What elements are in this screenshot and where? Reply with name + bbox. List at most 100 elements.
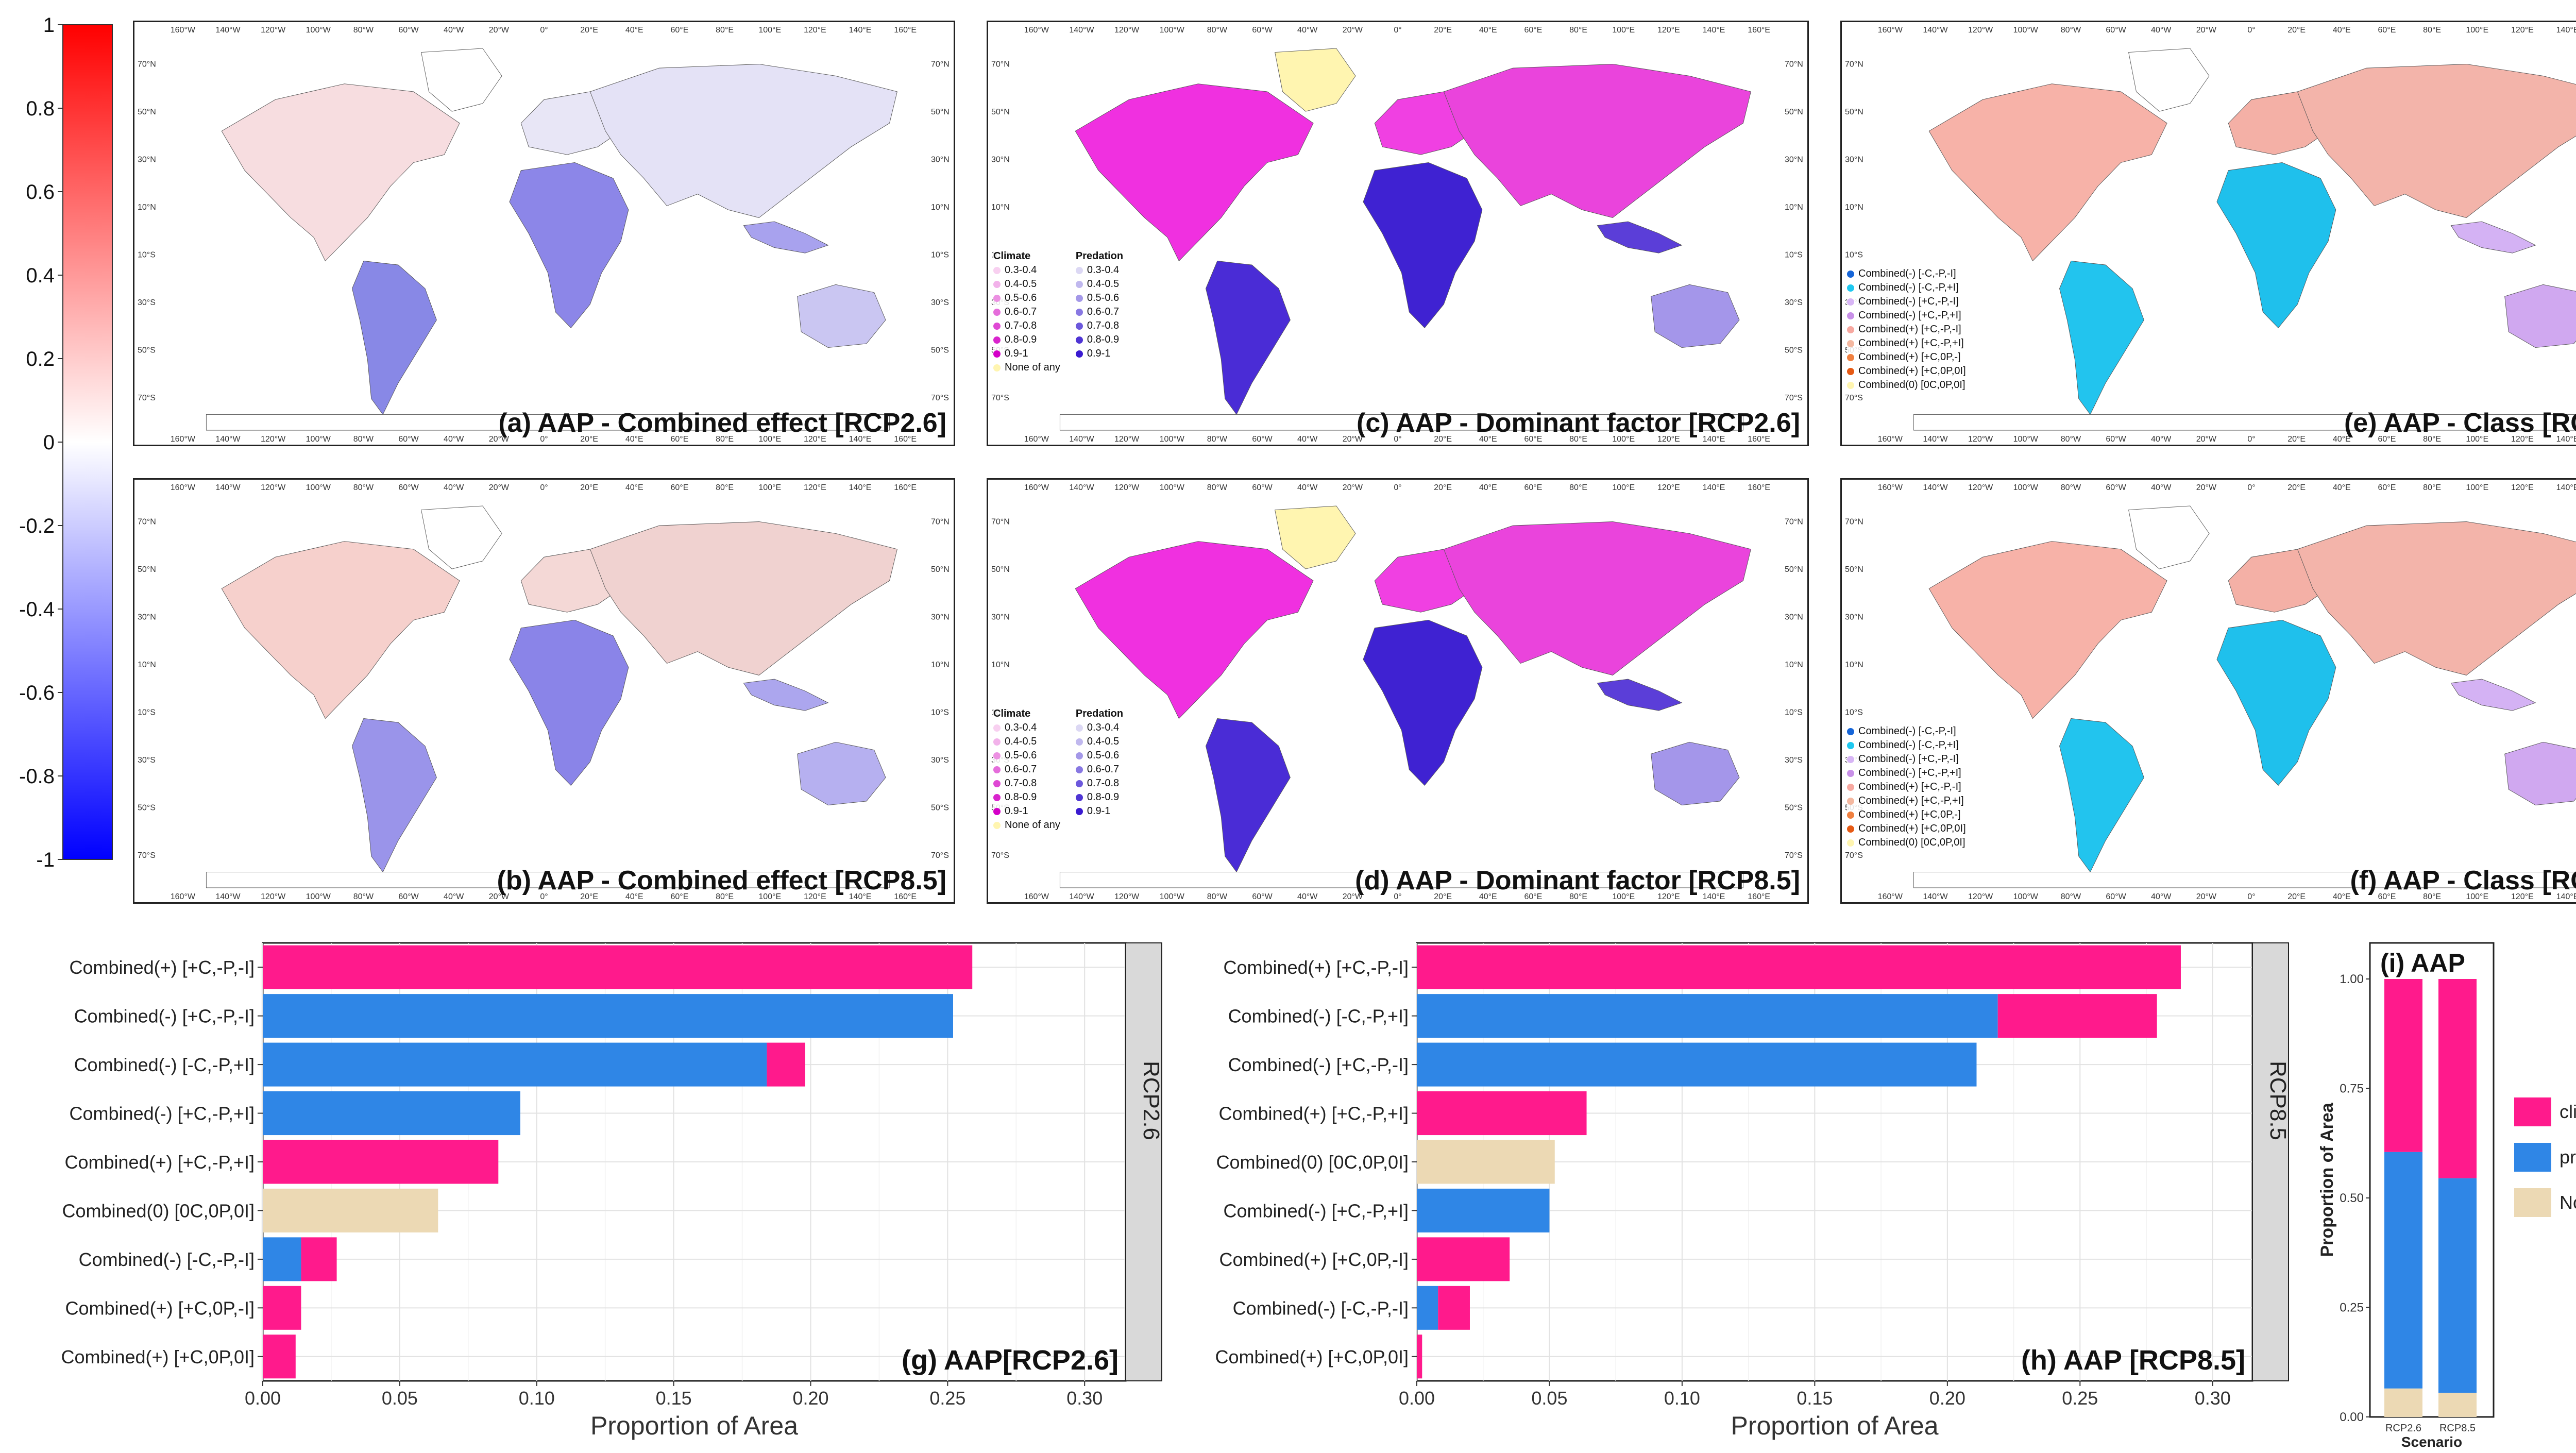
category-label: Combined(-) [-C,-P,-I] xyxy=(79,1249,255,1270)
colorbar-tick-label: -0.6 xyxy=(19,682,55,704)
lon-tick-label: 40°W xyxy=(2151,435,2172,444)
legend-header-predation: Predation xyxy=(1075,250,1124,262)
legend-label: 0.8-0.9 xyxy=(1005,334,1037,345)
map-title: (e) AAP - Class [RCP2.6] xyxy=(2344,408,2576,438)
continent-na xyxy=(1928,83,2167,262)
lon-tick-label: 100°W xyxy=(2013,483,2039,492)
legend-label: Combined(-) [-C,-P,+I] xyxy=(1858,282,1959,293)
legend-label: 0.4-0.5 xyxy=(1005,278,1037,290)
legend-label: None of any xyxy=(1005,819,1060,831)
legend-item: Combined(-) [+C,-P,+I] xyxy=(1847,309,1966,323)
legend-item: Combined(0) [0C,0P,0I] xyxy=(1847,378,1966,392)
x-tick-label: 0.20 xyxy=(1929,1388,1965,1409)
legend-item: 0.9-1 xyxy=(1075,347,1123,361)
legend-label: Combined(+) [+C,-P,-I] xyxy=(1858,324,1961,335)
lon-tick-label: 20°E xyxy=(580,435,598,444)
bar-climate xyxy=(263,1286,301,1330)
lat-tick-label: 50°S xyxy=(931,346,949,354)
colorbar-tick-label: -0.8 xyxy=(19,765,55,788)
lat-tick-label: 30°S xyxy=(931,298,949,307)
lon-tick-label: 160°E xyxy=(1748,435,1770,444)
legend-item: Combined(-) [+C,-P,-I] xyxy=(1847,295,1966,309)
legend-label: 0.4-0.5 xyxy=(1005,736,1037,747)
lon-tick-label: 20°W xyxy=(2196,483,2217,492)
lat-tick-label: 10°N xyxy=(931,661,950,669)
y-axis-title: Proportion of Area xyxy=(2317,1102,2337,1257)
category-label: Combined(+) [+C,0P,-I] xyxy=(65,1297,255,1319)
legend-item: None of any xyxy=(993,361,1060,375)
lat-tick-label: 10°N xyxy=(931,203,950,212)
lat-tick-label: 70°S xyxy=(1845,851,1863,860)
panel-label: (h) AAP [RCP8.5] xyxy=(2021,1345,2245,1376)
lon-tick-label: 140°E xyxy=(2556,892,2576,901)
lat-tick-label: 30°N xyxy=(1845,155,1863,164)
lat-tick-label: 30°N xyxy=(991,155,1010,164)
legend-item: 0.8-0.9 xyxy=(1075,333,1123,347)
lon-tick-label: 0° xyxy=(2247,26,2255,35)
continent-af xyxy=(509,620,629,786)
legend-item: 0.8-0.9 xyxy=(1075,790,1123,804)
stack-Non xyxy=(2384,1388,2422,1417)
legend-label: 0.5-0.6 xyxy=(1087,750,1120,761)
lon-tick-label: 60°W xyxy=(2106,483,2126,492)
continent-na xyxy=(1928,541,2167,719)
legend-item: 0.5-0.6 xyxy=(1075,749,1123,763)
lon-tick-label: 60°W xyxy=(2106,26,2126,35)
lon-tick-label: 60°E xyxy=(671,435,689,444)
legend-label: 0.5-0.6 xyxy=(1005,292,1037,303)
legend-item: Combined(-) [-C,-P,+I] xyxy=(1847,281,1966,295)
legend-item: Combined(-) [-C,-P,+I] xyxy=(1847,738,1966,752)
lon-tick-label: 80°E xyxy=(716,483,734,492)
legend-label: 0.7-0.8 xyxy=(1087,320,1120,331)
continent-an xyxy=(206,414,890,431)
legend-swatch xyxy=(993,752,1001,759)
lat-tick-label: 50°N xyxy=(991,108,1010,116)
legend-swatch xyxy=(1075,766,1083,773)
lat-tick-label: 30°N xyxy=(138,155,156,164)
lon-tick-label: 100°E xyxy=(758,435,781,444)
legend-item: Combined(+) [+C,-P,+I] xyxy=(1847,794,1966,808)
lon-tick-label: 100°W xyxy=(306,26,331,35)
bar-climate xyxy=(1997,994,2157,1038)
lon-tick-label: 100°W xyxy=(1160,483,1185,492)
legend-swatch xyxy=(993,266,1001,274)
lon-tick-label: 120°E xyxy=(1657,483,1680,492)
legend-item: 0.8-0.9 xyxy=(993,790,1060,804)
legend-label: Combined(+) [+C,0P,-] xyxy=(1858,809,1961,820)
legend-swatch xyxy=(993,738,1001,746)
colorbar-gradient xyxy=(62,24,113,860)
continent-an xyxy=(206,871,890,888)
legend-item: Combined(+) [+C,0P,-] xyxy=(1847,808,1966,822)
bar-climate xyxy=(767,1042,805,1087)
lon-tick-label: 20°E xyxy=(1434,892,1452,901)
legend-swatch xyxy=(993,308,1001,316)
legend-label: Combined(+) [+C,-P,+I] xyxy=(1858,337,1964,349)
bar-predation xyxy=(263,1237,301,1281)
legend-swatch xyxy=(2514,1188,2551,1217)
lon-tick-label: 40°W xyxy=(1297,483,1318,492)
continent-an xyxy=(1913,414,2576,431)
legend-item: Combined(+) [+C,0P,0I] xyxy=(1847,364,1966,378)
x-tick-label: 0.05 xyxy=(382,1388,418,1409)
legend-swatch xyxy=(1847,353,1854,361)
lat-tick-label: 50°S xyxy=(1785,346,1803,354)
lon-tick-label: 60°W xyxy=(1252,435,1273,444)
bar-predation xyxy=(1417,1188,1550,1232)
legend-swatch xyxy=(1847,839,1854,847)
continent-sa xyxy=(352,260,437,415)
lon-tick-label: 60°W xyxy=(398,435,419,444)
continent-sea xyxy=(1597,221,1683,254)
colorbar: 1 0.8 0.6 0.4 0.2 0 -0.2 -0.4 -0.6 -0.8 -1 xyxy=(0,0,124,876)
lon-tick-label: 40°W xyxy=(444,483,464,492)
legend-item: Combined(+) [+C,-P,+I] xyxy=(1847,336,1966,350)
legend-swatch xyxy=(1075,322,1083,330)
lon-tick-label: 100°E xyxy=(1612,435,1635,444)
stacked-chart-i-svg: 0.00 0.25 0.50 0.75 1.00 RCP2.6 RCP8.5 (i) AAP S… xyxy=(2317,942,2576,1450)
lon-tick-label: 40°W xyxy=(444,435,464,444)
lat-tick-label: 70°N xyxy=(991,60,1010,69)
lon-tick-label: 160°E xyxy=(1748,892,1770,901)
map-panel-c: 160°W 160°W 140°W 140°W 120°W 120°W 100°W 100°W… xyxy=(987,21,1809,446)
lat-tick-label: 10°S xyxy=(138,250,156,259)
lat-tick-label: 70°N xyxy=(138,517,156,526)
lon-tick-label: 100°W xyxy=(306,483,331,492)
